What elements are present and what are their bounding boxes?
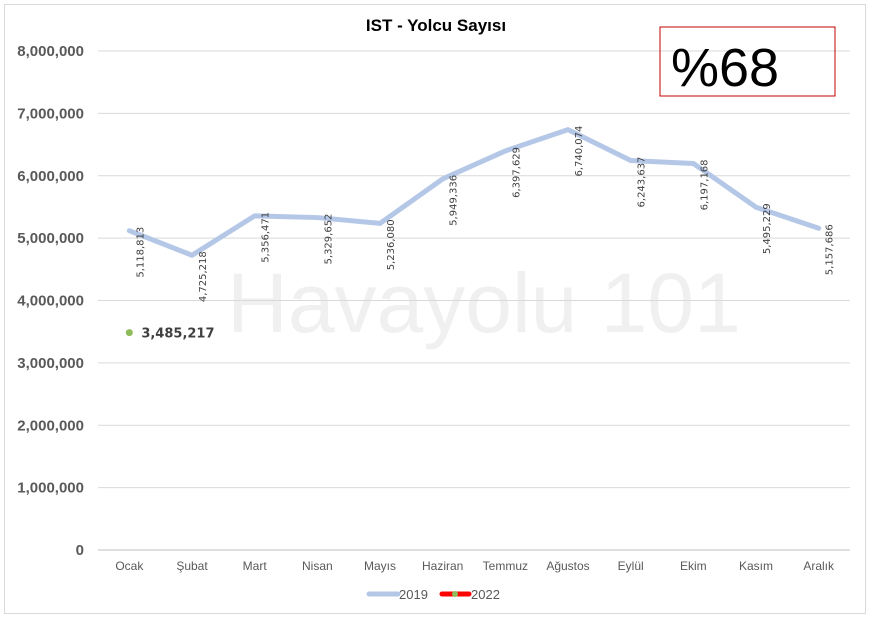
y-tick-label: 0 <box>76 542 84 559</box>
series-2019-line <box>126 127 822 258</box>
x-tick-label: Haziran <box>422 559 463 573</box>
y-tick-label: 4,000,000 <box>17 293 84 310</box>
data-label-2022: 3,485,217 <box>141 327 214 342</box>
data-label-2019: 5,157,686 <box>825 224 836 275</box>
data-label-2019: 5,236,080 <box>386 219 397 270</box>
x-tick-label: Ekim <box>680 559 707 573</box>
data-label-2019: 4,725,218 <box>198 251 209 302</box>
x-tick-label: Eylül <box>618 559 644 573</box>
x-tick-label: Mayıs <box>364 559 396 573</box>
y-axis-ticks: 0 1,000,000 2,000,000 3,000,000 4,000,000 5,0… <box>17 43 84 559</box>
series-2022-point <box>125 329 133 337</box>
x-tick-label: Ağustos <box>546 559 589 573</box>
x-tick-label: Mart <box>243 559 268 573</box>
x-tick-label: Ocak <box>115 559 144 573</box>
x-tick-label: Temmuz <box>483 559 528 573</box>
series-lines <box>125 127 822 337</box>
x-tick-label: Kasım <box>739 559 773 573</box>
badge-box <box>659 26 836 97</box>
y-tick-label: 6,000,000 <box>17 168 84 185</box>
x-tick-label: Aralık <box>803 559 835 573</box>
y-tick-label: 5,000,000 <box>17 230 84 247</box>
grid-lines <box>98 50 850 551</box>
chart-frame <box>4 4 866 614</box>
y-tick-label: 1,000,000 <box>17 480 84 497</box>
legend-label-2022: 2022 <box>471 587 500 602</box>
data-label-2019: 6,397,629 <box>511 147 522 198</box>
data-label-2019: 5,356,471 <box>261 212 272 263</box>
x-axis-ticks: Ocak Şubat Mart Nisan Mayıs Haziran Temmuz Ağus… <box>115 559 835 573</box>
y-tick-label: 8,000,000 <box>17 43 84 60</box>
legend-marker-2022 <box>452 591 458 597</box>
y-tick-label: 3,000,000 <box>17 355 84 372</box>
badge-text: %68 <box>671 38 779 98</box>
legend-label-2019: 2019 <box>399 587 428 602</box>
y-tick-label: 2,000,000 <box>17 417 84 434</box>
y-tick-label: 7,000,000 <box>17 105 84 122</box>
x-tick-label: Nisan <box>302 559 333 573</box>
data-label-2019: 5,329,652 <box>323 214 334 265</box>
chart-title: IST - Yolcu Sayısı <box>366 16 506 35</box>
data-label-2019: 5,495,229 <box>762 203 773 254</box>
data-label-2019: 6,740,074 <box>574 126 585 177</box>
data-label-2019: 5,949,336 <box>449 175 460 226</box>
x-tick-label: Şubat <box>176 559 208 573</box>
legend: 2019 2022 <box>366 587 500 602</box>
watermark-text: Havayolu 101 <box>227 256 741 350</box>
data-label-2019: 6,243,637 <box>637 157 648 208</box>
data-label-2019: 5,118,813 <box>135 227 146 278</box>
data-labels: 5,118,813 4,725,218 5,356,471 5,329,652 5,23… <box>135 126 835 342</box>
data-label-2019: 6,197,168 <box>699 159 710 210</box>
